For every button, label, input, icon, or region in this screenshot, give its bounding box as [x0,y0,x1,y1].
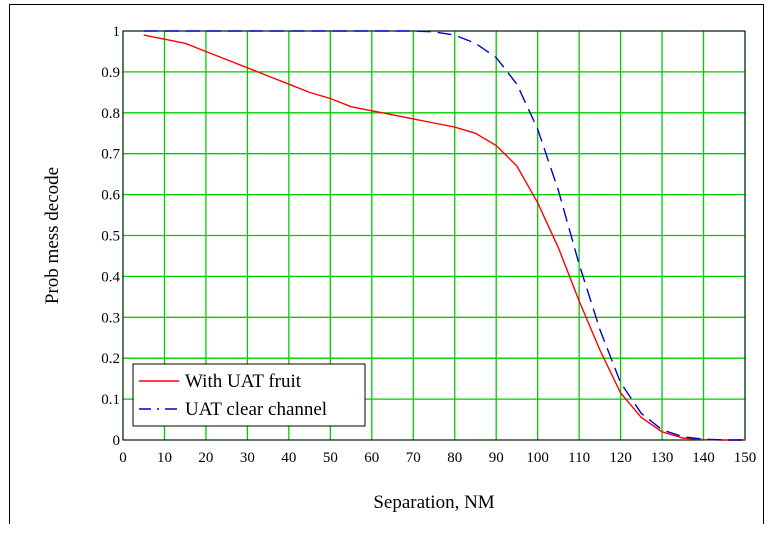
y-tick-label: 0.8 [101,106,120,122]
y-tick-label: 0.9 [101,65,120,81]
x-tick-label: 30 [240,450,255,466]
x-tick-labels: 0 10 20 30 40 50 60 70 80 90 100 110 120 130 140 150 [119,450,756,466]
x-tick-label: 140 [692,450,715,466]
x-tick-label: 120 [609,450,632,466]
y-axis-label: Prob mess decode [42,167,63,304]
x-tick-label: 80 [447,450,462,466]
x-tick-label: 90 [489,450,504,466]
y-tick-labels: 0 0.1 0.2 0.3 0.4 0.5 0.6 0.7 0.8 0.9 1 [101,24,120,449]
series-line-0 [143,34,745,441]
y-tick-label: 0 [113,433,121,449]
series-layer [143,30,745,441]
y-tick-label: 1 [113,24,121,40]
y-tick-label: 0.4 [101,269,120,285]
x-tick-label: 60 [364,450,379,466]
legend-label-with-uat-fruit: With UAT fruit [185,371,302,392]
legend-label-uat-clear-channel: UAT clear channel [185,399,327,420]
x-tick-label: 0 [119,450,127,466]
y-tick-label: 0.6 [101,188,120,204]
x-tick-label: 10 [157,450,172,466]
legend-box [132,363,366,427]
chart-frame [9,4,764,524]
x-tick-label: 100 [526,450,549,466]
plot-border [122,30,746,441]
y-tick-label: 0.5 [101,229,120,245]
legend: With UAT fruit UAT clear channel [132,363,366,427]
y-tick-label: 0.1 [101,392,120,408]
x-tick-label: 50 [323,450,338,466]
series-line-1 [143,30,745,441]
x-tick-label: 70 [406,450,421,466]
y-tick-label: 0.3 [101,310,120,326]
x-tick-label: 130 [651,450,674,466]
x-tick-label: 20 [198,450,213,466]
x-tick-label: 40 [281,450,296,466]
x-tick-label: 150 [734,450,757,466]
x-tick-label: 110 [568,450,590,466]
y-tick-label: 0.2 [101,351,120,367]
y-tick-label: 0.7 [101,147,120,163]
x-axis-label: Separation, NM [373,492,494,513]
